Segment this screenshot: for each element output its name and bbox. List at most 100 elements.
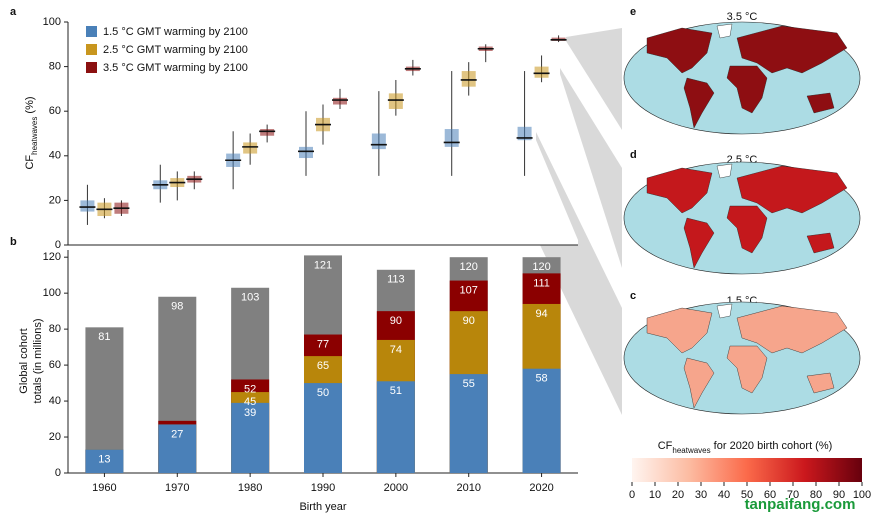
y-tick-label: 80: [49, 61, 61, 73]
y-axis-label: Global cohort: [18, 328, 30, 393]
connector: [566, 28, 622, 130]
bar: [522, 368, 561, 473]
box: [260, 129, 275, 136]
bar: [449, 374, 488, 473]
colorbar-tick-label: 10: [649, 489, 661, 501]
data-label: 58: [535, 373, 547, 385]
box: [80, 200, 95, 212]
x-tick-label: 1960: [92, 482, 116, 494]
y-axis-label: totals (in millions): [32, 319, 44, 404]
map: d 2.5 °C: [623, 149, 861, 275]
panel-label: b: [10, 236, 17, 248]
bar: [158, 424, 197, 473]
data-label: 27: [171, 428, 183, 440]
box: [299, 146, 313, 159]
data-label: 120: [460, 261, 478, 273]
colorbar-tick-label: 100: [853, 489, 871, 501]
panel-label: c: [630, 290, 636, 302]
x-tick-label: 1990: [311, 482, 335, 494]
data-label: 107: [460, 284, 478, 296]
box: [371, 133, 386, 150]
colorbar-tick-label: 90: [833, 489, 845, 501]
box: [243, 142, 258, 154]
legend-swatch: [86, 26, 97, 37]
legend-swatch: [86, 44, 97, 55]
bar: [85, 449, 124, 473]
panel-label: d: [630, 149, 637, 161]
bar: [85, 327, 124, 473]
watermark: tanpaifang.com: [745, 496, 856, 513]
y-tick-label: 100: [43, 287, 61, 299]
colorbar-tick-label: 30: [695, 489, 707, 501]
colorbar-tick-label: 60: [764, 489, 776, 501]
label-part: heatwaves: [30, 117, 39, 155]
colorbar-tick-label: 50: [741, 489, 753, 501]
label-part: (%): [24, 96, 36, 116]
y-tick-label: 80: [49, 323, 61, 335]
colorbar-title: CFheatwaves for 2020 birth cohort (%): [658, 440, 833, 455]
data-label: 81: [98, 331, 110, 343]
x-tick-label: 1970: [165, 482, 189, 494]
panel-label: a: [10, 6, 17, 18]
data-label: 51: [390, 385, 402, 397]
connector: [536, 132, 622, 415]
bar: [304, 383, 342, 473]
y-tick-label: 20: [49, 431, 61, 443]
y-tick-label: 20: [49, 194, 61, 206]
legend-swatch: [86, 62, 97, 73]
box: [444, 129, 459, 147]
legend-label: 3.5 °C GMT warming by 2100: [103, 62, 248, 74]
x-tick-label: 1980: [238, 482, 262, 494]
bar: [376, 381, 415, 473]
data-label: 120: [532, 261, 550, 273]
colorbar-tick-label: 0: [629, 489, 635, 501]
colorbar-tick-label: 20: [672, 489, 684, 501]
map: c 1.5 °C: [623, 290, 861, 415]
data-label: 98: [171, 301, 183, 313]
y-tick-label: 60: [49, 359, 61, 371]
x-tick-label: 2010: [456, 482, 480, 494]
data-label: 121: [314, 259, 332, 271]
data-label: 65: [317, 360, 329, 372]
x-tick-label: 2020: [529, 482, 553, 494]
box: [534, 66, 549, 78]
label-part: for 2020 birth cohort (%): [711, 440, 833, 452]
y-tick-label: 40: [49, 150, 61, 162]
y-tick-label: 60: [49, 105, 61, 117]
data-label: 77: [317, 338, 329, 350]
y-tick-label: 0: [55, 239, 61, 251]
connector: [560, 68, 622, 268]
label-part: heatwaves: [672, 446, 710, 455]
x-axis-label: Birth year: [299, 501, 346, 513]
box: [517, 126, 532, 141]
colorbar: [632, 458, 862, 482]
data-label: 13: [98, 454, 110, 466]
y-tick-label: 120: [43, 251, 61, 263]
data-label: 74: [390, 344, 402, 356]
data-label: 90: [390, 315, 402, 327]
y-axis-label: CFheatwaves (%): [24, 96, 39, 169]
data-label: 94: [535, 308, 547, 320]
colorbar-tick-label: 80: [810, 489, 822, 501]
data-label: 111: [533, 277, 550, 289]
map: e 3.5 °C: [623, 6, 861, 135]
map-title: 3.5 °C: [727, 11, 758, 23]
y-tick-label: 100: [43, 16, 61, 28]
label-part: CF: [658, 440, 673, 452]
data-label: 45: [244, 396, 256, 408]
data-label: 90: [463, 315, 475, 327]
data-label: 113: [387, 274, 405, 286]
legend-label: 1.5 °C GMT warming by 2100: [103, 26, 248, 38]
x-tick-label: 2000: [384, 482, 408, 494]
panel-label: e: [630, 6, 636, 18]
y-tick-label: 0: [55, 467, 61, 479]
colorbar-tick-label: 70: [787, 489, 799, 501]
data-label: 39: [244, 407, 256, 419]
data-label: 103: [241, 292, 259, 304]
legend-label: 2.5 °C GMT warming by 2100: [103, 44, 248, 56]
data-label: 52: [244, 383, 256, 395]
data-label: 55: [463, 378, 475, 390]
label-part: CF: [24, 155, 36, 170]
box: [461, 71, 476, 87]
